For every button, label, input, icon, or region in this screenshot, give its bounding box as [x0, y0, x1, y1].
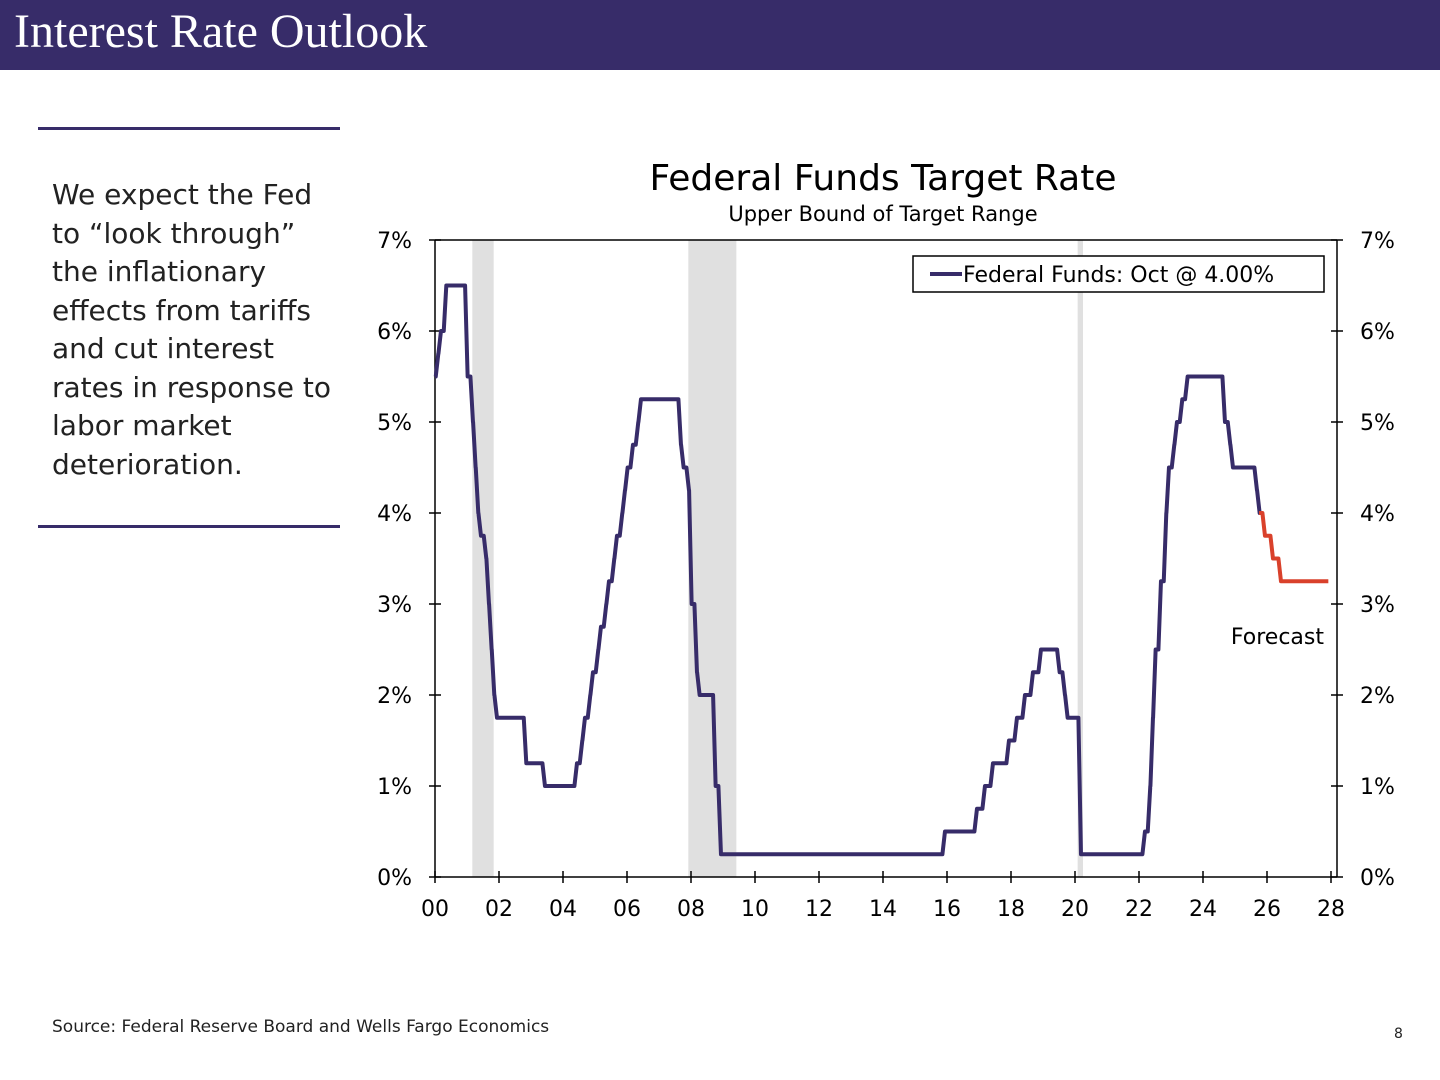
forecast-line: [1259, 511, 1329, 584]
x-tick-label: 22: [1125, 897, 1153, 922]
y-tick-label-right: 3%: [1360, 593, 1395, 618]
y-tick-label-left: 0%: [377, 866, 412, 891]
y-tick-label-right: 5%: [1360, 411, 1395, 436]
x-tick-label: 16: [933, 897, 961, 922]
fed-funds-line: [433, 283, 1262, 857]
x-tick-label: 24: [1189, 897, 1217, 922]
header-bar: Interest Rate Outlook: [0, 0, 1440, 70]
page-title: Interest Rate Outlook: [14, 5, 428, 58]
y-tick-label-left: 6%: [377, 320, 412, 345]
recession-band: [472, 240, 494, 877]
divider-top: [38, 127, 340, 130]
y-tick-label-right: 6%: [1360, 320, 1395, 345]
y-tick-label-left: 5%: [377, 411, 412, 436]
y-tick-label-left: 7%: [377, 229, 412, 254]
x-tick-label: 12: [805, 897, 833, 922]
legend-label: Federal Funds: Oct @ 4.00%: [963, 263, 1274, 288]
x-tick-label: 18: [997, 897, 1025, 922]
sidebar-text: We expect the Fed to “look through” the …: [52, 178, 331, 481]
page-number: 8: [1394, 1026, 1403, 1042]
chart-subtitle: Upper Bound of Target Range: [728, 202, 1037, 226]
x-tick-label: 10: [741, 897, 769, 922]
x-tick-label: 04: [549, 897, 577, 922]
forecast-annotation: Forecast: [1231, 625, 1324, 650]
recession-band: [1077, 240, 1083, 877]
source-note: Source: Federal Reserve Board and Wells …: [52, 1017, 550, 1037]
x-tick-label: 14: [869, 897, 897, 922]
y-tick-label-right: 7%: [1360, 229, 1395, 254]
y-tick-label-right: 2%: [1360, 684, 1395, 709]
x-tick-label: 02: [485, 897, 513, 922]
x-tick-label: 20: [1061, 897, 1089, 922]
x-tick-label: 28: [1317, 897, 1345, 922]
legend-box: [912, 255, 1325, 293]
y-tick-label-left: 2%: [377, 684, 412, 709]
x-tick-label: 26: [1253, 897, 1281, 922]
y-tick-label-right: 1%: [1360, 775, 1395, 800]
x-tick-label: 06: [613, 897, 641, 922]
y-tick-label-right: 0%: [1360, 866, 1395, 891]
y-tick-label-left: 3%: [377, 593, 412, 618]
divider-bottom: [38, 525, 340, 528]
legend: Federal Funds: Oct @ 4.00%: [912, 255, 1325, 293]
y-tick-label-right: 4%: [1360, 502, 1395, 527]
recession-band: [688, 240, 737, 877]
y-tick-label-left: 4%: [377, 502, 412, 527]
y-tick-label-left: 1%: [377, 775, 412, 800]
x-tick-label: 08: [677, 897, 705, 922]
x-tick-label: 00: [421, 897, 449, 922]
chart-title: Federal Funds Target Rate: [650, 158, 1117, 199]
